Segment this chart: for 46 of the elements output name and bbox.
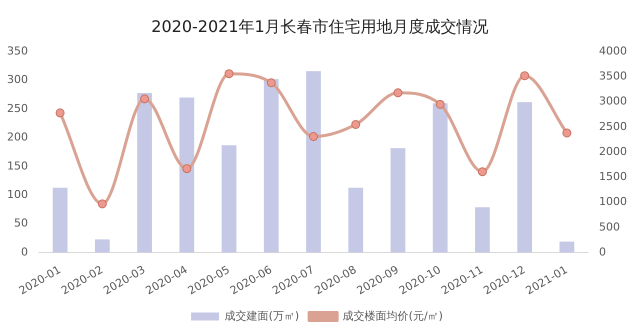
bar	[517, 102, 532, 253]
point	[562, 128, 572, 138]
point	[478, 167, 487, 176]
point	[351, 120, 360, 129]
y-tick-label: 350	[6, 44, 28, 58]
y-tick-label: 250	[6, 102, 28, 115]
point	[182, 164, 192, 174]
bar	[264, 79, 279, 253]
point	[266, 78, 276, 88]
bar	[560, 242, 574, 253]
y2-tick-label: 3500	[599, 70, 628, 83]
point	[56, 108, 65, 118]
y2-tick-label: 0	[599, 245, 606, 258]
y2-tick-label: 1500	[599, 170, 628, 184]
bar	[432, 103, 448, 253]
legend-label: 成交楼面均价(元/㎡)	[342, 309, 443, 322]
y-tick-label: 100	[6, 188, 28, 202]
bar	[52, 188, 68, 253]
bar	[222, 145, 236, 253]
point	[393, 88, 402, 98]
bar	[475, 207, 490, 253]
point	[520, 71, 530, 80]
legend-label: 成交建面(万㎡)	[224, 309, 300, 322]
y-tick-label: 300	[6, 73, 28, 86]
point	[224, 69, 234, 78]
bar	[137, 92, 152, 253]
y2-tick-label: 1000	[599, 195, 628, 208]
bar	[94, 239, 110, 253]
bar	[348, 188, 364, 253]
y-tick-label: 0	[20, 245, 28, 258]
y-tick-label: 150	[6, 159, 28, 172]
bar	[390, 148, 406, 253]
point	[140, 94, 150, 104]
point	[309, 132, 318, 142]
y-tick-label: 50	[14, 216, 28, 230]
chart-title: 2020-2021年1月长春市住宅用地月度成交情况	[150, 16, 490, 38]
y2-tick-label: 500	[599, 220, 620, 234]
point	[98, 199, 107, 208]
bar	[306, 71, 321, 253]
bar	[179, 98, 194, 253]
y2-tick-label: 2500	[599, 120, 628, 133]
point	[436, 100, 445, 109]
y2-tick-label: 4000	[599, 44, 628, 58]
y2-tick-label: 2000	[599, 144, 628, 158]
y-tick-label: 200	[6, 130, 28, 144]
y2-tick-label: 3000	[599, 94, 628, 108]
